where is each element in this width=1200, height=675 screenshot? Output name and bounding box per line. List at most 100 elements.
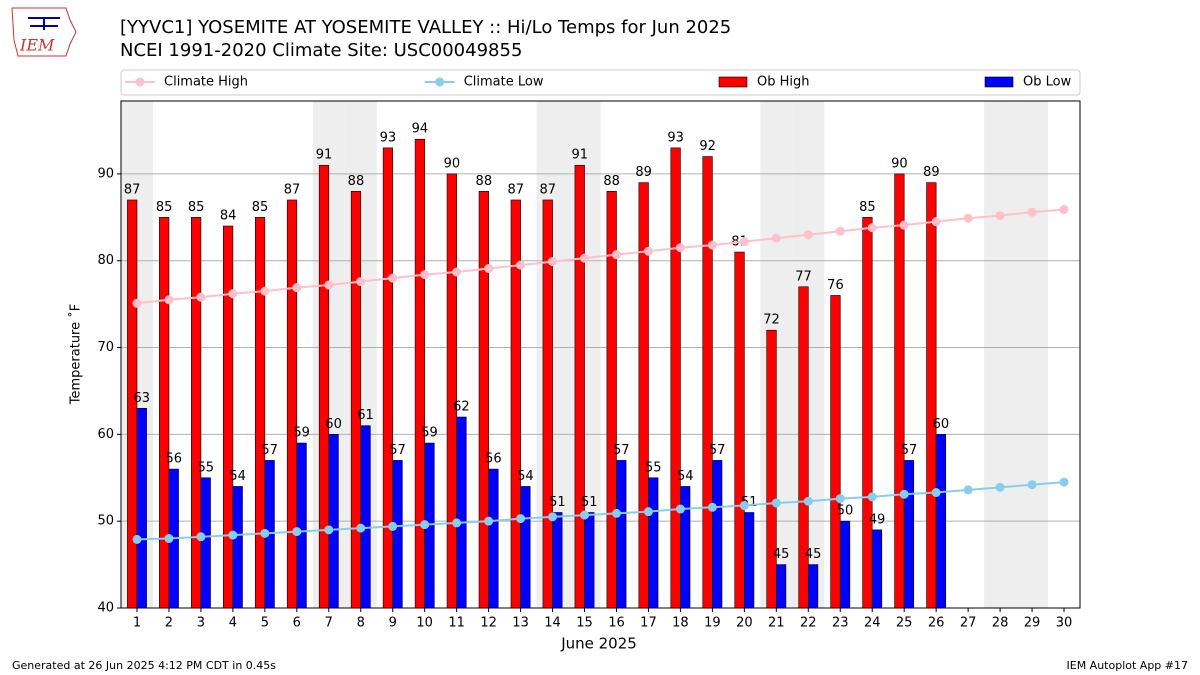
line-marker <box>452 267 462 277</box>
bar-value-label: 87 <box>284 182 301 197</box>
bar-value-label: 90 <box>891 156 908 171</box>
bar <box>382 147 394 609</box>
bar <box>488 468 499 609</box>
legend-box <box>120 69 1081 96</box>
line-marker <box>356 277 366 287</box>
line-marker <box>611 508 621 518</box>
y-tick-label: 90 <box>97 166 114 181</box>
bar-value-label: 90 <box>444 156 461 171</box>
bar <box>136 408 147 609</box>
x-tick-label: 12 <box>480 616 497 631</box>
line-marker <box>196 292 206 302</box>
x-tick-label: 26 <box>928 616 945 631</box>
bar <box>296 442 307 609</box>
line-marker <box>324 280 334 290</box>
bar <box>903 460 915 609</box>
line-marker <box>867 223 877 233</box>
line-marker <box>1027 207 1037 217</box>
line-marker <box>739 237 749 247</box>
bar-value-label: 56 <box>165 452 182 467</box>
bar <box>638 182 649 609</box>
line-marker <box>132 534 142 544</box>
bar <box>159 217 170 609</box>
bar-value-label: 84 <box>220 209 237 224</box>
bar-value-label: 45 <box>805 547 822 562</box>
bar <box>446 173 457 609</box>
line-marker <box>995 211 1005 221</box>
bar <box>584 512 595 609</box>
bar <box>871 529 883 609</box>
bar-value-label: 62 <box>453 400 470 415</box>
bar-value-label: 76 <box>827 278 844 293</box>
y-tick-label: 50 <box>97 514 114 529</box>
x-tick-label: 4 <box>229 616 237 631</box>
bar <box>839 520 851 609</box>
x-tick-label: 9 <box>389 616 397 631</box>
bar <box>360 425 371 609</box>
line-marker <box>707 240 717 250</box>
footer-right: IEM Autoplot App #17 <box>1067 659 1189 672</box>
line-marker <box>484 264 494 274</box>
y-tick-label: 40 <box>97 601 114 616</box>
legend-swatch <box>718 76 748 88</box>
bar-value-label: 55 <box>645 460 662 475</box>
x-axis-label: June 2025 <box>560 635 637 653</box>
line-marker <box>707 502 717 512</box>
bar-value-label: 77 <box>795 269 812 284</box>
legend-marker <box>135 77 145 87</box>
x-tick-label: 14 <box>544 616 561 631</box>
line-marker <box>771 233 781 243</box>
bar-value-label: 51 <box>581 495 598 510</box>
bar <box>935 434 947 609</box>
line <box>136 208 1065 305</box>
legend-swatch <box>984 76 1014 88</box>
line-marker <box>931 217 941 227</box>
line-marker <box>132 298 142 308</box>
bar <box>520 486 531 609</box>
chart-subtitle: NCEI 1991-2020 Climate Site: USC00049855 <box>120 40 522 61</box>
line-marker <box>1027 480 1037 490</box>
bar-value-label: 91 <box>571 148 588 163</box>
line-marker <box>675 243 685 253</box>
bar-value-label: 55 <box>197 460 214 475</box>
x-tick-label: 22 <box>800 616 817 631</box>
bar-value-label: 63 <box>134 391 151 406</box>
bar <box>574 164 585 609</box>
bar <box>616 460 627 609</box>
bar <box>712 460 723 609</box>
bar-value-label: 59 <box>293 426 310 441</box>
line-marker <box>452 518 462 528</box>
x-tick-label: 8 <box>357 616 365 631</box>
bar-value-label: 87 <box>508 182 525 197</box>
y-tick-label: 70 <box>97 340 114 355</box>
bar-value-label: 61 <box>357 408 374 423</box>
legend-marker <box>435 77 445 87</box>
bar <box>702 156 713 609</box>
line-marker <box>260 286 270 296</box>
bar <box>670 147 681 609</box>
x-tick-label: 28 <box>992 616 1009 631</box>
bar-value-label: 89 <box>923 165 940 180</box>
bar <box>328 434 339 609</box>
logo: IEM <box>11 7 77 57</box>
line-marker <box>420 270 430 280</box>
bar <box>776 564 787 609</box>
bar <box>414 138 425 609</box>
bar <box>232 486 243 609</box>
line-marker <box>516 514 526 524</box>
line-marker <box>292 527 302 537</box>
bar-value-label: 91 <box>316 148 333 163</box>
bar <box>478 190 489 609</box>
line-marker <box>931 488 941 498</box>
bar <box>552 512 563 609</box>
bar-value-label: 72 <box>763 313 780 328</box>
y-tick-label: 80 <box>97 253 114 268</box>
line-marker <box>803 496 813 506</box>
line-marker <box>260 528 270 538</box>
bar-value-label: 45 <box>773 547 790 562</box>
bar <box>222 225 234 609</box>
line-marker <box>388 521 398 531</box>
x-tick-label: 11 <box>448 616 465 631</box>
chart-title: [YYVC1] YOSEMITE AT YOSEMITE VALLEY :: H… <box>120 17 731 38</box>
line-marker <box>580 510 590 520</box>
